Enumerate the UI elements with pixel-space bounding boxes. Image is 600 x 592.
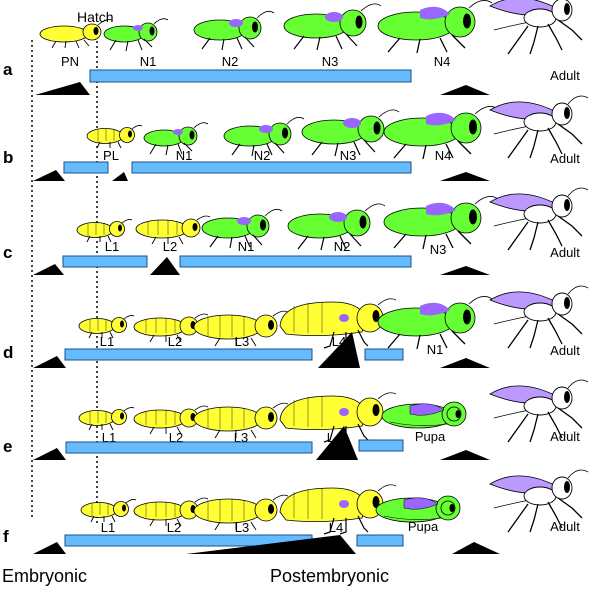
hormone-peak xyxy=(33,264,64,275)
row-letter: a xyxy=(3,60,13,79)
stage-label: Pupa xyxy=(415,429,446,444)
hormone-peak xyxy=(33,356,66,368)
stage-icon xyxy=(489,95,589,159)
row-c: c L1 L2 N1 N2 N3 Adult xyxy=(3,187,589,275)
stage-icon xyxy=(78,406,135,431)
stage-label: N2 xyxy=(222,54,239,69)
row-letter: b xyxy=(3,148,13,167)
stage-icon xyxy=(283,3,382,51)
hormone-peak xyxy=(440,85,490,95)
blue-bar xyxy=(89,69,412,83)
blue-bar xyxy=(179,255,412,268)
stage-icon xyxy=(103,18,169,52)
stage-label: N1 xyxy=(238,239,255,254)
stage-label: N2 xyxy=(254,148,271,163)
hatch-label: Hatch xyxy=(77,9,114,25)
stage-label: PL xyxy=(103,148,119,163)
stage-label: N3 xyxy=(322,54,339,69)
row-letter: d xyxy=(3,343,13,362)
hormone-peak xyxy=(440,358,490,368)
blue-bar xyxy=(364,348,404,361)
row-letter: c xyxy=(3,243,12,262)
embryonic-label: Embryonic xyxy=(2,566,87,586)
stage-icon xyxy=(489,0,589,55)
blue-bar xyxy=(65,441,313,454)
stage-label: L2 xyxy=(163,239,177,254)
stage-label: L2 xyxy=(167,520,181,535)
stage-label: N3 xyxy=(430,242,447,257)
hormone-peak xyxy=(35,82,90,95)
stage-label: L1 xyxy=(102,430,116,445)
stage-label: L1 xyxy=(105,239,119,254)
blue-bar xyxy=(131,161,412,174)
hormone-peak xyxy=(440,172,490,181)
hormone-peak xyxy=(318,332,360,368)
stage-label: Adult xyxy=(550,343,580,358)
stage-label: L3 xyxy=(235,520,249,535)
stage-label: N2 xyxy=(334,239,351,254)
stage-icon xyxy=(377,0,493,54)
row-letter: f xyxy=(3,527,9,546)
stage-label: L4 xyxy=(329,520,343,535)
stage-label: N1 xyxy=(176,148,193,163)
hormone-peak xyxy=(33,542,66,554)
stage-label: Adult xyxy=(550,68,580,83)
stage-label: L3 xyxy=(234,430,248,445)
stage-label: N4 xyxy=(435,148,452,163)
stage-label: Adult xyxy=(550,519,580,534)
blue-bar xyxy=(62,255,148,268)
hormone-peak xyxy=(316,426,358,460)
stage-icon xyxy=(489,285,589,349)
hormone-peak xyxy=(112,172,128,181)
stage-label: N3 xyxy=(340,148,357,163)
stage-icon xyxy=(193,10,275,51)
stage-label: Adult xyxy=(550,429,580,444)
stage-label: PN xyxy=(61,54,79,69)
row-b: b PL N1 N2 N3 N4 Adult xyxy=(3,95,589,181)
stage-icon xyxy=(381,401,467,429)
stage-icon xyxy=(489,187,589,251)
stage-label: N4 xyxy=(434,54,451,69)
row-a: a PN N1 N2 N3 N4 Adult xyxy=(3,0,589,95)
stage-label: Adult xyxy=(550,245,580,260)
stage-label: L1 xyxy=(101,520,115,535)
hormone-peak xyxy=(150,257,180,275)
stage-label: L2 xyxy=(168,334,182,349)
stage-label: L1 xyxy=(100,334,114,349)
hormone-peak xyxy=(440,450,490,460)
hormone-peak xyxy=(440,266,490,275)
stage-label: N1 xyxy=(427,342,444,357)
blue-bar xyxy=(356,534,404,547)
stage-icon xyxy=(80,498,137,523)
blue-bar xyxy=(64,348,313,361)
hormone-ramp xyxy=(186,535,356,554)
hormone-peak xyxy=(452,542,500,554)
hormone-peak xyxy=(33,448,66,460)
stage-label: L2 xyxy=(169,430,183,445)
stage-label: Pupa xyxy=(408,519,439,534)
row-d: d L1 L2 L3 L4 N1 Adult xyxy=(3,285,589,368)
stage-icon xyxy=(86,124,143,149)
row-letter: e xyxy=(3,437,12,456)
stage-label: L3 xyxy=(235,334,249,349)
hormone-peak xyxy=(33,170,65,181)
row-e: e L1 L2 L3 L4 Pupa Adult xyxy=(3,379,589,460)
postembryonic-label: Postembryonic xyxy=(270,566,389,586)
blue-bar xyxy=(358,439,404,452)
stage-label: N1 xyxy=(140,54,157,69)
blue-bar xyxy=(63,161,109,174)
stage-label: Adult xyxy=(550,151,580,166)
row-f: f L1 L2 L3 L4 Pupa Adult xyxy=(3,469,589,554)
